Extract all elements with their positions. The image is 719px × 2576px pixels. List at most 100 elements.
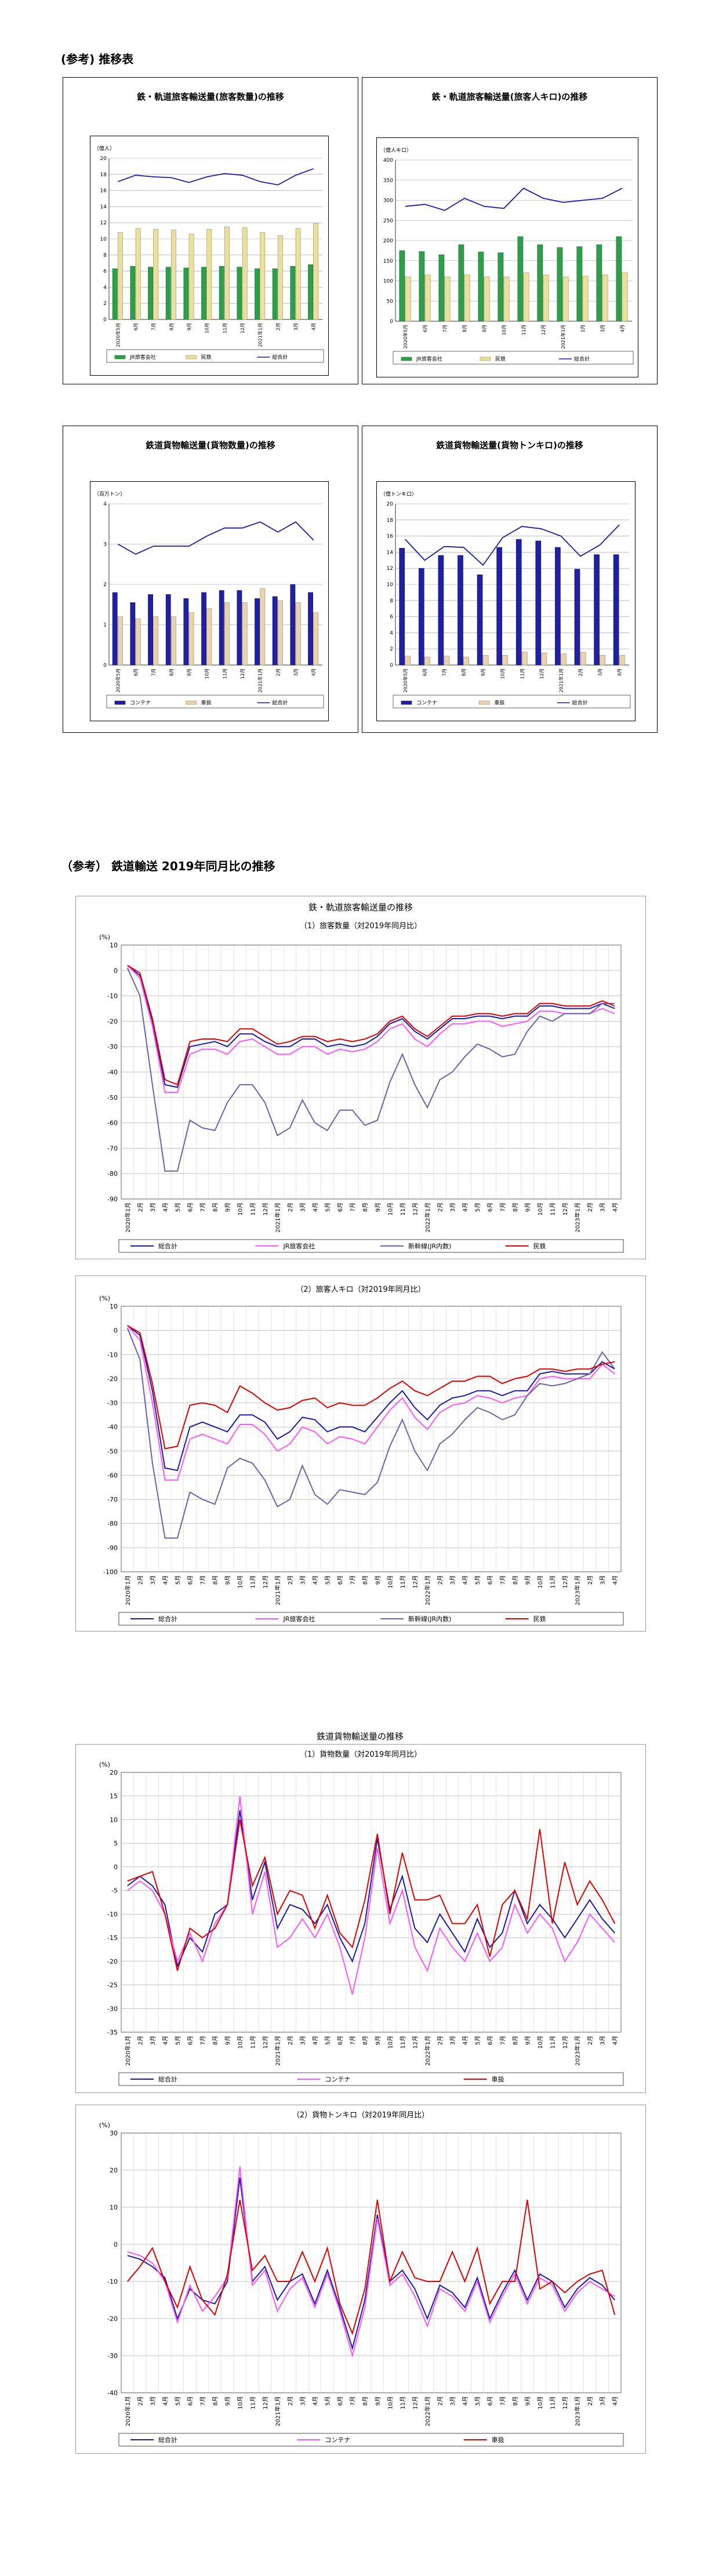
bar — [477, 575, 483, 666]
x-tick-label: 4月 — [462, 2396, 469, 2406]
bar — [188, 612, 194, 666]
x-tick-label: 6月 — [337, 2036, 344, 2045]
x-tick-label: 12月 — [262, 2396, 269, 2410]
legend-label: 車扱 — [494, 699, 504, 706]
bar — [419, 568, 424, 666]
bar — [484, 277, 490, 322]
x-tick-label: 3月 — [150, 2396, 157, 2406]
x-tick-label: 8月 — [169, 668, 174, 676]
x-tick-label: 3月 — [449, 1575, 456, 1585]
x-tick-label: 4月 — [612, 2036, 619, 2045]
y-tick-label: 0 — [103, 317, 107, 323]
x-tick-label: 3月 — [293, 668, 299, 676]
y-tick-label: 18 — [100, 172, 107, 178]
legend-label: コンテナ — [325, 2436, 350, 2444]
passenger-ratio-panel: 鉄・軌道旅客輸送量の推移 （1）旅客数量（対2019年同月比） (%) 10 0 -1… — [75, 896, 646, 1259]
x-tick-label: 5月 — [474, 2396, 481, 2406]
y-tick-label: 150 — [383, 259, 393, 264]
x-tick-label: 11月 — [400, 1202, 406, 1216]
y-tick-label: 10 — [100, 237, 107, 242]
y-tick-label: 10 — [387, 582, 394, 588]
y-tick-label: -10 — [107, 993, 118, 1000]
bar — [224, 602, 230, 666]
y-tick-label: -40 — [107, 2389, 118, 2397]
x-tick-label: 4月 — [312, 2036, 319, 2045]
bar — [295, 602, 301, 666]
x-tick-label: 2022年1月 — [424, 1202, 431, 1233]
x-tick-label: 8月 — [212, 2036, 219, 2045]
x-tick-label: 2020年5月 — [402, 668, 408, 692]
y-tick-label: 5 — [114, 1840, 118, 1847]
y-tick-label: -90 — [107, 1544, 118, 1552]
x-tick-label: 11月 — [249, 1202, 256, 1216]
y-tick-label: 20 — [387, 502, 394, 507]
x-tick-label: 2020年1月 — [124, 2036, 132, 2066]
x-tick-label: 7月 — [350, 1202, 357, 1212]
legend-box — [106, 349, 324, 363]
legend-label: JR旅客会社 — [416, 355, 442, 362]
y-tick-label: 100 — [383, 279, 393, 285]
y-tick-label: -10 — [107, 1351, 118, 1358]
legend-box — [118, 1239, 624, 1253]
x-tick-label: 10月 — [537, 1575, 544, 1589]
bar-line-chart: （億人キロ） 0 50 100 150 200 250 300 350 400 2020年5月 6月 7… — [380, 147, 634, 365]
x-tick-label: 8月 — [212, 1575, 219, 1585]
legend-label: コンテナ — [416, 700, 437, 706]
series-line — [127, 965, 615, 1088]
bar — [308, 592, 313, 666]
legend-label: JR旅客会社 — [129, 354, 156, 361]
x-tick-label: 4月 — [162, 1575, 169, 1585]
x-tick-label: 10月 — [237, 2036, 244, 2049]
y-tick-label: 2 — [103, 582, 107, 588]
y-tick-label: -10 — [107, 1910, 118, 1918]
y-tick-label: 20 — [110, 1769, 118, 1776]
y-tick-label: 4 — [103, 285, 107, 290]
legend-label: 総合計 — [272, 699, 288, 706]
bar — [582, 275, 589, 322]
x-tick-label: 9月 — [524, 1575, 531, 1585]
x-tick-label: 4月 — [612, 1575, 619, 1585]
x-tick-label: 3月 — [150, 2036, 157, 2045]
x-tick-label: 5月 — [474, 2036, 481, 2045]
x-tick-label: 2020年1月 — [124, 2396, 132, 2426]
y-tick-label: 350 — [383, 178, 393, 184]
bar — [183, 598, 189, 666]
x-tick-label: 5月 — [325, 1202, 332, 1212]
x-tick-label: 11月 — [222, 323, 227, 333]
x-tick-label: 5月 — [175, 1575, 181, 1585]
x-tick-label: 7月 — [350, 2396, 357, 2406]
legend-label: JR旅客会社 — [283, 1242, 315, 1250]
y-tick-label: -35 — [107, 2029, 118, 2036]
bar — [165, 267, 171, 320]
x-tick-label: 4月 — [162, 2396, 169, 2406]
x-tick-label: 3月 — [598, 668, 603, 676]
x-tick-label: 10月 — [237, 2396, 244, 2410]
x-tick-label: 2023年1月 — [574, 2036, 582, 2066]
y-tick-label: -50 — [107, 1448, 118, 1455]
x-tick-label: 7月 — [199, 2396, 206, 2406]
x-tick-label: 6月 — [187, 1575, 194, 1585]
bar — [424, 274, 431, 322]
x-tick-label: 8月 — [512, 1575, 519, 1585]
y-tick-label: -80 — [107, 1520, 118, 1528]
bar — [523, 273, 529, 322]
y-tick-label: 18 — [387, 518, 394, 524]
x-tick-label: 8月 — [362, 1575, 369, 1585]
x-tick-label: 6月 — [487, 1202, 494, 1212]
x-tick-label: 3月 — [600, 2036, 607, 2045]
x-tick-label: 12月 — [539, 668, 544, 679]
x-tick-label: 2022年1月 — [424, 2036, 431, 2066]
bar — [148, 267, 153, 320]
x-tick-label: 8月 — [362, 2396, 369, 2406]
x-tick-label: 2月 — [578, 668, 583, 676]
y-tick-label: 0 — [114, 1863, 118, 1871]
x-tick-label: 2月 — [587, 2396, 594, 2406]
bar — [596, 244, 602, 322]
x-tick-label: 6月 — [487, 2036, 494, 2045]
x-tick-label: 7月 — [442, 668, 447, 676]
y-tick-label: -30 — [107, 1400, 118, 1407]
bar-line-chart: （百万トン） 0 1 2 3 4 2020年5月 6月 7月 8月 9月 10月 11月 12月 2021年… — [94, 491, 324, 709]
bar — [206, 229, 212, 320]
unit-label: （億トンキロ） — [380, 491, 417, 497]
x-tick-label: 12月 — [412, 1202, 419, 1216]
